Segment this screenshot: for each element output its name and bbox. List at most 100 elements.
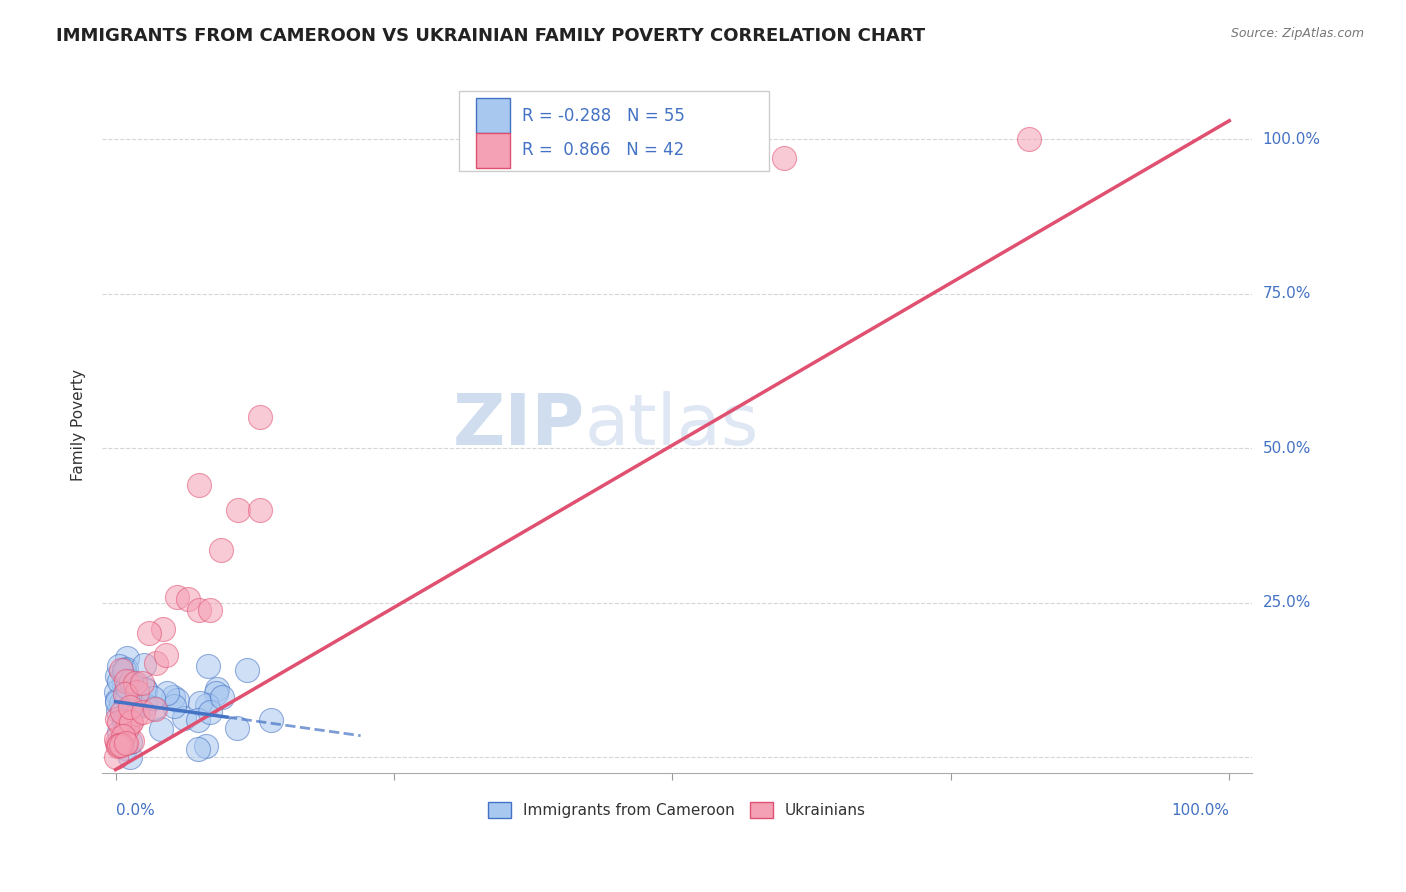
Point xyxy=(110,664,132,678)
Point xyxy=(132,705,155,719)
Point xyxy=(134,698,156,712)
Point xyxy=(115,690,138,705)
Point xyxy=(111,705,134,719)
Point xyxy=(122,698,145,713)
Point xyxy=(134,683,156,698)
Point xyxy=(120,673,142,688)
Point xyxy=(145,657,167,671)
Point xyxy=(120,699,142,714)
Point xyxy=(112,663,135,677)
Point xyxy=(177,591,200,606)
Point xyxy=(114,736,136,750)
Point xyxy=(187,742,209,756)
Point xyxy=(117,714,139,729)
Point xyxy=(108,724,131,739)
Point xyxy=(205,686,228,700)
Point xyxy=(117,702,139,716)
Point xyxy=(138,626,160,640)
Point xyxy=(188,478,211,492)
Point xyxy=(120,715,142,730)
Point xyxy=(1018,132,1040,146)
Point xyxy=(226,503,249,517)
Text: 100.0%: 100.0% xyxy=(1263,132,1320,147)
FancyBboxPatch shape xyxy=(458,91,769,171)
Point xyxy=(166,591,188,605)
Point xyxy=(110,738,132,752)
Point xyxy=(209,542,232,557)
Point xyxy=(127,707,149,722)
Point xyxy=(114,714,136,728)
Text: ZIP: ZIP xyxy=(453,391,585,459)
Point xyxy=(108,739,131,753)
Legend: Immigrants from Cameroon, Ukrainians: Immigrants from Cameroon, Ukrainians xyxy=(482,796,872,824)
Point xyxy=(142,691,165,706)
Point xyxy=(107,704,129,718)
Point xyxy=(125,685,148,699)
Point xyxy=(107,715,129,730)
Point xyxy=(235,664,257,678)
Point xyxy=(162,690,184,705)
Point xyxy=(114,736,136,750)
Point xyxy=(107,674,129,689)
FancyBboxPatch shape xyxy=(475,133,510,168)
Point xyxy=(105,669,128,683)
Point xyxy=(226,721,249,735)
Point xyxy=(105,736,128,750)
Point xyxy=(112,730,135,744)
Y-axis label: Family Poverty: Family Poverty xyxy=(72,369,86,481)
Point xyxy=(114,701,136,715)
Point xyxy=(143,701,166,715)
Text: 0.0%: 0.0% xyxy=(115,804,155,818)
Text: atlas: atlas xyxy=(585,391,759,459)
Point xyxy=(195,698,218,712)
Point xyxy=(114,661,136,675)
Point xyxy=(198,705,221,719)
Point xyxy=(115,680,138,694)
Point xyxy=(118,716,141,731)
Point xyxy=(249,503,271,517)
Text: R = -0.288   N = 55: R = -0.288 N = 55 xyxy=(522,107,685,125)
Point xyxy=(772,151,794,165)
Point xyxy=(211,690,233,704)
Point xyxy=(194,739,217,754)
Point xyxy=(112,677,135,691)
Text: R =  0.866   N = 42: R = 0.866 N = 42 xyxy=(522,142,683,160)
Text: IMMIGRANTS FROM CAMEROON VS UKRAINIAN FAMILY POVERTY CORRELATION CHART: IMMIGRANTS FROM CAMEROON VS UKRAINIAN FA… xyxy=(56,27,925,45)
Point xyxy=(112,701,135,715)
Point xyxy=(188,696,211,710)
Point xyxy=(108,659,131,673)
Point xyxy=(152,622,174,636)
Point xyxy=(124,676,146,690)
Point xyxy=(163,698,186,713)
Point xyxy=(114,689,136,703)
Point xyxy=(118,735,141,749)
Point xyxy=(131,676,153,690)
Point xyxy=(107,739,129,753)
Point xyxy=(134,682,156,697)
Point xyxy=(197,659,219,673)
Point xyxy=(155,648,177,662)
Point xyxy=(104,732,127,747)
Point xyxy=(128,698,150,713)
Point xyxy=(143,702,166,716)
Text: 25.0%: 25.0% xyxy=(1263,595,1310,610)
Point xyxy=(120,749,142,764)
Point xyxy=(114,687,136,701)
Point xyxy=(150,722,173,736)
Point xyxy=(114,740,136,755)
Point xyxy=(134,657,156,672)
Text: 75.0%: 75.0% xyxy=(1263,286,1310,301)
Point xyxy=(117,672,139,686)
Point xyxy=(188,603,211,617)
Point xyxy=(260,713,283,727)
Point xyxy=(112,714,135,728)
Point xyxy=(187,713,209,727)
Text: 50.0%: 50.0% xyxy=(1263,441,1310,456)
Point xyxy=(156,686,179,700)
FancyBboxPatch shape xyxy=(475,98,510,133)
Point xyxy=(115,650,138,665)
Point xyxy=(105,695,128,709)
Point xyxy=(104,684,127,698)
Point xyxy=(105,693,128,707)
Point xyxy=(110,736,132,750)
